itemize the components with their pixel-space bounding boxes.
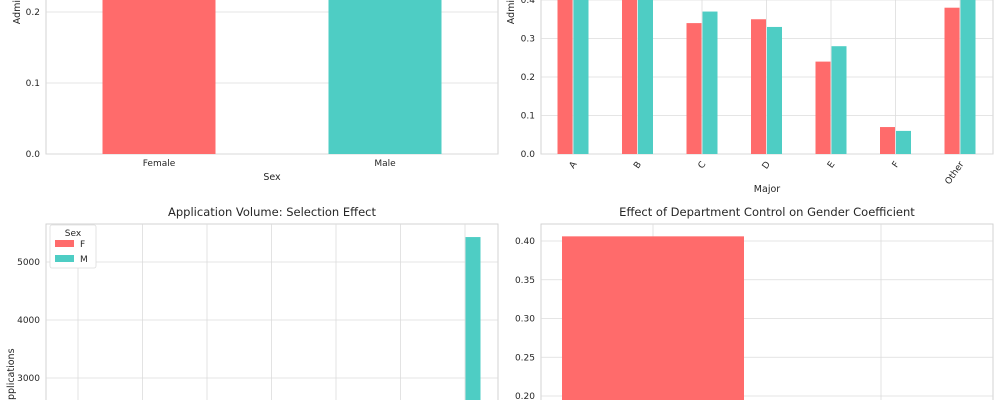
x-tick-label: Other (944, 160, 967, 187)
x-tick-label: B (632, 160, 644, 171)
y-tick-label: 0.35 (515, 276, 535, 286)
bar-f-b (622, 0, 637, 154)
x-tick-label: D (761, 160, 773, 171)
y-tick-label: 0.40 (515, 237, 535, 247)
y-tick-label: 0.2 (26, 8, 40, 18)
x-axis-label: Sex (263, 172, 281, 183)
x-tick-label: A (568, 159, 580, 170)
y-tick-label: 0.30 (515, 315, 535, 325)
chart-title: Application Volume: Selection Effect (168, 205, 376, 219)
y-tick-label: 0.0 (26, 150, 41, 160)
bar-f-d (751, 19, 766, 154)
bar-without-department-control (562, 236, 744, 400)
bar-m-other (960, 0, 976, 154)
y-tick-label: 0.0 (521, 150, 536, 160)
y-tick-label: 4000 (17, 316, 40, 326)
bar-m-f (896, 130, 911, 154)
bar-f-a (557, 0, 573, 154)
bar-f-other (944, 7, 960, 155)
legend-label-f: F (80, 240, 85, 250)
legend-swatch-f (55, 240, 74, 247)
chart-title: Effect of Department Control on Gender C… (619, 205, 915, 219)
y-tick-label: 3000 (17, 374, 40, 384)
bar-male (328, 0, 442, 154)
legend-swatch-m (55, 255, 74, 262)
y-tick-label: 0.3 (521, 35, 535, 45)
bar-f-c (686, 23, 702, 154)
legend-title: Sex (65, 229, 82, 239)
bar-m-b (638, 0, 653, 154)
bar-m-d (767, 26, 782, 155)
bar-m-e (831, 46, 847, 155)
bar-m-other (465, 237, 481, 400)
x-axis-label: Major (754, 184, 780, 195)
bar-female (102, 0, 216, 154)
plot-frame (540, 223, 994, 400)
legend: Sex F M (49, 224, 97, 269)
y-axis-label: Admi (12, 0, 23, 24)
x-tick-label: E (826, 160, 838, 171)
plot-frame (45, 223, 499, 400)
bar-m-a (573, 0, 589, 154)
panel-admission-by-sex: 0.0 0.1 0.2 Female Male Sex Admi (12, 0, 499, 183)
y-tick-label: 0.2 (521, 73, 535, 83)
y-tick-label: 5000 (17, 258, 40, 268)
panel-department-control-effect: Effect of Department Control on Gender C… (515, 205, 994, 400)
x-tick-label: F (891, 160, 902, 170)
x-tick-label: Male (374, 159, 396, 169)
y-tick-label: 0.1 (521, 112, 535, 122)
y-tick-label: 0.1 (26, 79, 40, 89)
x-tick-label: Female (143, 159, 176, 169)
y-axis-label: Admi (506, 0, 517, 24)
x-tick-label: C (697, 160, 709, 171)
bar-f-e (815, 61, 831, 154)
y-tick-label: 0.25 (515, 353, 535, 363)
panel-application-volume: Application Volume: Selection Effect 300… (6, 205, 499, 400)
y-tick-label: 0.20 (515, 392, 535, 400)
panel-admission-by-major: 0.0 0.1 0.2 0.3 0.4 A B C D E F Other Major Admi (506, 0, 994, 195)
bar-f-f (880, 127, 895, 154)
legend-label-m: M (80, 255, 88, 265)
y-tick-label: 0.4 (521, 0, 536, 6)
y-axis-label: pplications (6, 348, 17, 400)
bar-m-c (702, 11, 718, 154)
